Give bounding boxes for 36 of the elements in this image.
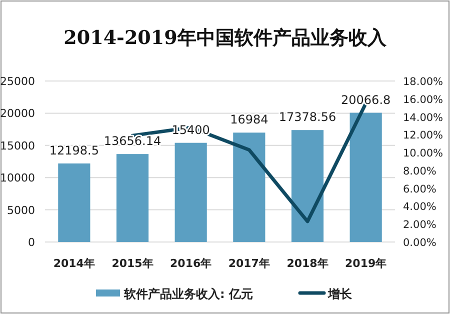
y-tick-label: 20000 xyxy=(0,107,35,120)
y2-tick-label: 16.00% xyxy=(403,94,444,106)
legend-label: 软件产品业务收入: 亿元 xyxy=(123,287,253,301)
data-label: 13656.14 xyxy=(104,134,162,148)
y-tick-label: 0 xyxy=(28,236,35,249)
y2-tick-label: 6.00% xyxy=(403,183,436,196)
y2-tick-label: 14.00% xyxy=(403,112,444,124)
legend-label: 增长 xyxy=(327,287,353,301)
y2-tick-label: 2.00% xyxy=(403,219,436,232)
y-tick-label: 15000 xyxy=(0,139,35,152)
x-tick-label: 2015年 xyxy=(112,257,154,270)
y-tick-label: 25000 xyxy=(0,75,35,88)
bar xyxy=(350,112,382,242)
x-tick-label: 2016年 xyxy=(170,257,212,270)
bar xyxy=(233,132,266,242)
y2-tick-label: 4.00% xyxy=(403,201,436,214)
x-tick-label: 2019年 xyxy=(345,257,387,270)
bar xyxy=(174,142,207,242)
y-tick-label: 5000 xyxy=(7,204,35,217)
y2-tick-label: 8.00% xyxy=(403,165,436,178)
x-tick-label: 2014年 xyxy=(53,257,95,270)
y2-tick-label: 0.00% xyxy=(403,237,436,249)
bar xyxy=(58,163,90,242)
bar xyxy=(291,130,324,242)
data-label: 17378.56 xyxy=(278,110,336,124)
data-label: 16984 xyxy=(230,112,268,127)
data-label: 12198.5 xyxy=(49,143,99,158)
bar xyxy=(116,154,149,242)
y2-tick-label: 18.00% xyxy=(403,76,444,88)
chart-title: 2014-2019年中国软件产品业务收入 xyxy=(64,27,388,49)
x-tick-label: 2017年 xyxy=(228,257,270,270)
y2-tick-label: 12.00% xyxy=(403,130,444,142)
y-tick-label: 10000 xyxy=(0,172,35,185)
x-tick-label: 2018年 xyxy=(286,257,328,270)
y2-tick-label: 10.00% xyxy=(403,148,444,160)
data-label: 20066.8 xyxy=(341,92,391,107)
